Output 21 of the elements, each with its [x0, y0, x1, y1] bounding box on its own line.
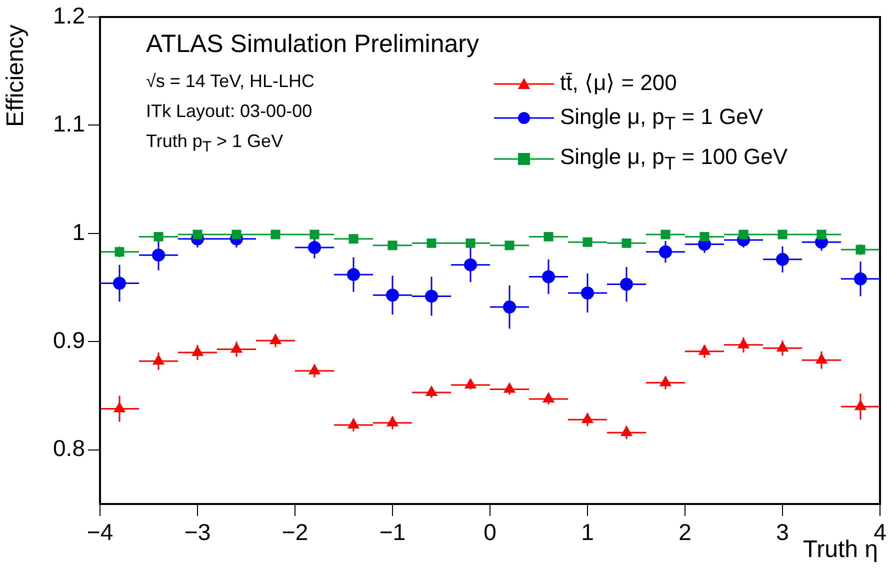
y-axis-title: Efficiency	[2, 24, 30, 127]
legend-label: Single μ, p$_{T}$ = 1 GeV	[559, 103, 764, 136]
x-tick-label: 1	[581, 519, 594, 546]
y-tick-label: 1.1	[53, 110, 85, 137]
x-tick-label: −4	[86, 519, 114, 546]
y-tick-label: 1.2	[53, 2, 85, 28]
x-tick-label: 0	[484, 519, 496, 546]
annotation: Truth p$_{T}$ > 1 GeV	[146, 130, 284, 158]
y-tick-label: 0.9	[53, 327, 85, 354]
y-tick-label: 1	[72, 218, 85, 245]
x-tick-label: 3	[776, 519, 789, 546]
legend-label: tt̄, ⟨μ⟩ = 200	[559, 69, 678, 97]
text: ATLAS Simulation Preliminary	[146, 30, 479, 59]
y-tick-label: 0.8	[53, 435, 85, 462]
x-tick-label: 2	[678, 519, 692, 546]
annotation: ITk Layout: 03-00-00	[146, 100, 314, 123]
x-tick-label: −1	[379, 519, 406, 546]
x-tick-label: −2	[282, 519, 308, 546]
legend-label: Single μ, p$_{T}$ = 100 GeV	[559, 143, 788, 176]
annotation: √s = 14 TeV, HL-LHC	[146, 70, 314, 93]
x-tick-label: −3	[184, 519, 211, 546]
